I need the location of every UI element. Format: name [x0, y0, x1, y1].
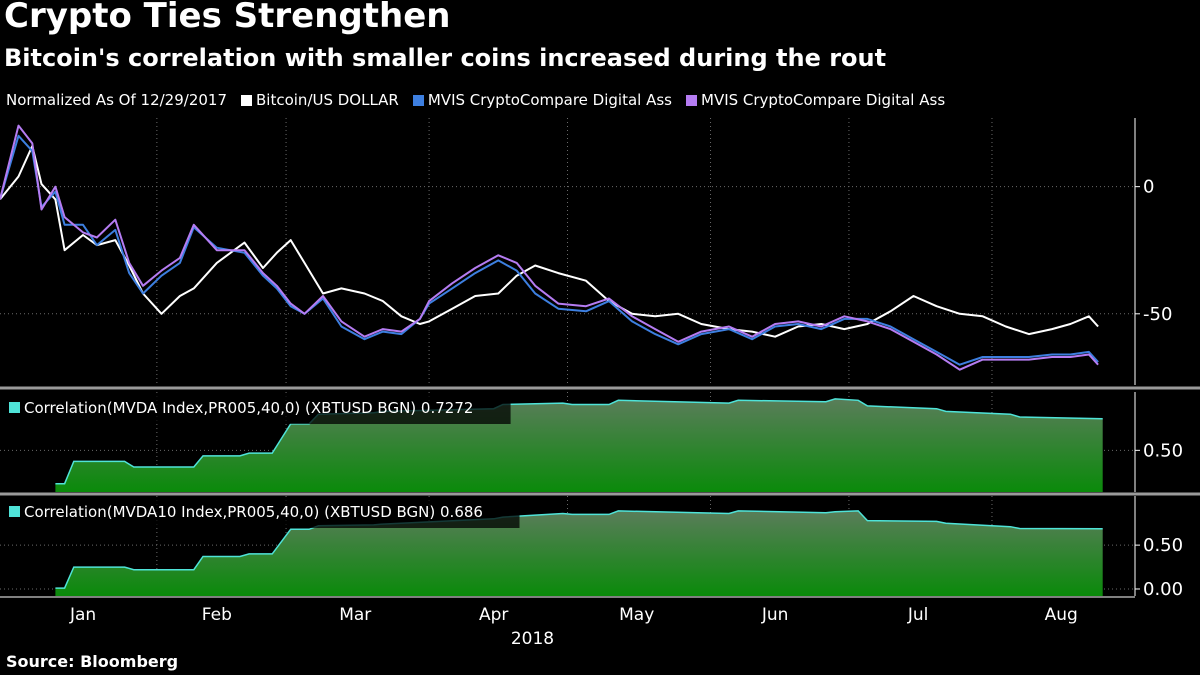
- corr1-label: Correlation(MVDA Index,PR005,40,0) (XBTU…: [24, 399, 473, 417]
- legend-item-bitcoin: Bitcoin/US DOLLAR: [241, 91, 399, 109]
- main-panel: [0, 124, 1099, 371]
- corr2-label: Correlation(MVDA10 Index,PR005,40,0) (XB…: [24, 503, 483, 521]
- legend-label-mvda10: MVIS CryptoCompare Digital Ass: [701, 91, 946, 109]
- x-tick-label: Jan: [69, 605, 96, 625]
- chart-title: Crypto Ties Strengthen: [4, 0, 451, 36]
- corr2-label-swatch: [9, 506, 20, 517]
- series-line-mvda: [0, 134, 1099, 366]
- legend-swatch-mvda10: [686, 94, 697, 106]
- corr1-y-tick-label: 0.50: [1143, 440, 1183, 461]
- corr2-area-fill: [55, 510, 1103, 596]
- x-tick-label: Jul: [907, 605, 929, 625]
- x-tick-label: Mar: [339, 605, 371, 625]
- x-tick-label: Feb: [202, 605, 232, 625]
- correlation-panel-mvda: Correlation(MVDA Index,PR005,40,0) (XBTU…: [0, 396, 1103, 492]
- series-line-mvda10: [0, 124, 1099, 371]
- x-tick-label: Jun: [761, 605, 789, 625]
- legend-label-bitcoin: Bitcoin/US DOLLAR: [256, 91, 399, 109]
- corr2-label-bg: [0, 500, 520, 528]
- corr2-y-tick-label: 0.00: [1143, 579, 1183, 600]
- legend-label-mvda: MVIS CryptoCompare Digital Ass: [427, 91, 672, 109]
- corr1-label-swatch: [9, 402, 20, 413]
- legend-item-mvda: MVIS CryptoCompare Digital Ass: [412, 91, 672, 109]
- x-year-label: 2018: [511, 629, 554, 649]
- x-tick-label: Apr: [479, 605, 508, 625]
- legend-item-mvda10: MVIS CryptoCompare Digital Ass: [686, 91, 945, 109]
- chart-subtitle: Bitcoin's correlation with smaller coins…: [4, 44, 887, 72]
- correlation-panel-mvda10: Correlation(MVDA10 Index,PR005,40,0) (XB…: [0, 500, 1103, 596]
- corr1-label-bg: [0, 396, 511, 424]
- legend: Normalized As Of 12/29/2017 Bitcoin/US D…: [6, 91, 959, 109]
- x-tick-label: May: [619, 605, 654, 625]
- legend-normalized-label: Normalized As Of 12/29/2017: [6, 91, 227, 109]
- x-tick-label: Aug: [1045, 605, 1078, 625]
- main-y-tick-label: 0: [1143, 177, 1154, 198]
- corr2-y-tick-label: 0.50: [1143, 535, 1183, 556]
- legend-swatch-mvda: [412, 94, 424, 106]
- source-note: Source: Bloomberg: [6, 652, 179, 671]
- main-y-tick-label: -50: [1143, 304, 1172, 325]
- legend-swatch-bitcoin: [241, 94, 252, 106]
- series-line-bitcoin: [0, 145, 1099, 338]
- axes: Jan Feb Mar Apr May Jun Jul Aug 2018 0 -50 0.50 0.50…: [0, 118, 1200, 649]
